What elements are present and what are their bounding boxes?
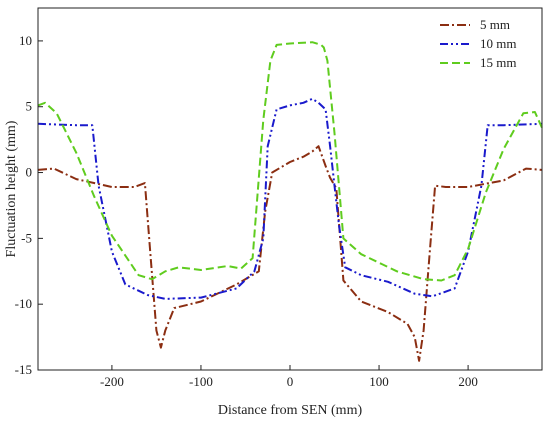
y-tick-label: 5 [26, 99, 33, 114]
x-tick-label: -100 [189, 374, 213, 389]
legend-label: 5 mm [480, 17, 510, 32]
plot-content [37, 41, 543, 362]
x-tick-label: -200 [100, 374, 124, 389]
legend-label: 15 mm [480, 55, 516, 70]
y-tick-label: -5 [21, 230, 32, 245]
y-tick-label: -15 [15, 362, 32, 377]
series-line-1 [37, 145, 543, 362]
axis-ticks: -200 -100 0 100 200 -15 -10 -5 0 5 10 [15, 33, 478, 389]
legend: 5 mm 10 mm 15 mm [440, 17, 516, 70]
x-tick-label: 100 [369, 374, 389, 389]
series-line-2 [37, 97, 543, 300]
legend-label: 10 mm [480, 36, 516, 51]
x-axis-title: Distance from SEN (mm) [218, 403, 363, 418]
y-tick-label: 10 [19, 33, 32, 48]
y-tick-label: -10 [15, 296, 32, 311]
x-tick-label: 200 [458, 374, 478, 389]
y-axis-title: Fluctuation height (mm) [4, 120, 19, 257]
x-tick-label: 0 [287, 374, 294, 389]
series-line-3 [37, 41, 543, 282]
y-tick-label: 0 [26, 165, 33, 180]
